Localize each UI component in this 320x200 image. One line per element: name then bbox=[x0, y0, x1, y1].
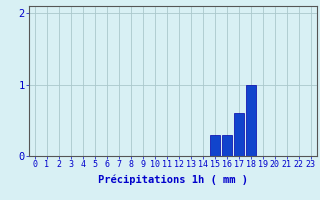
Bar bbox=[222, 135, 232, 156]
Bar bbox=[210, 135, 220, 156]
Bar bbox=[246, 85, 256, 156]
X-axis label: Précipitations 1h ( mm ): Précipitations 1h ( mm ) bbox=[98, 175, 248, 185]
Bar bbox=[234, 113, 244, 156]
